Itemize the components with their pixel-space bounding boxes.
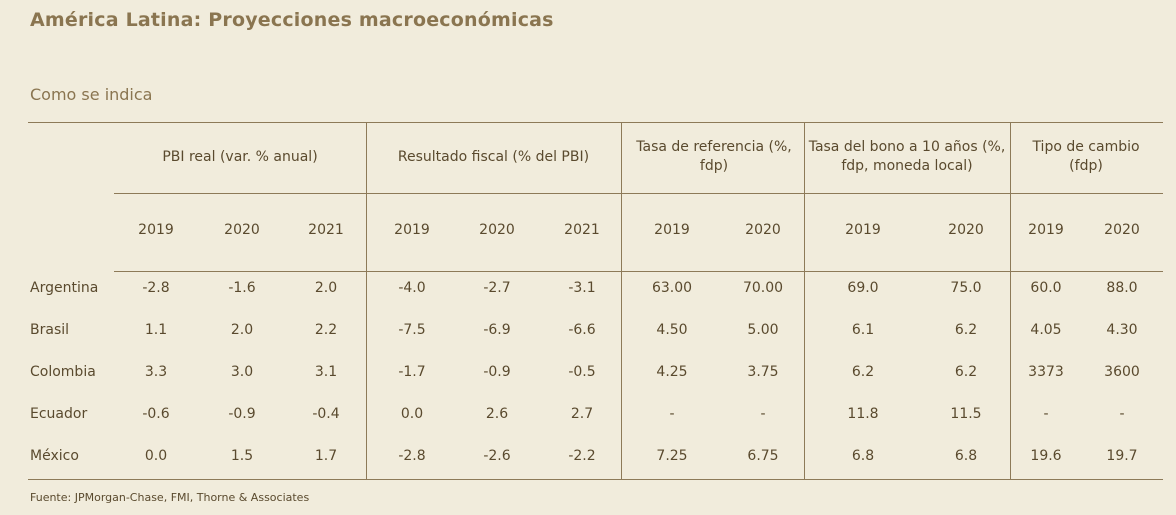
table-cell: 75.0 [950, 280, 982, 296]
table-cell: -2.8 [398, 448, 426, 464]
table-cell: 6.8 [851, 448, 875, 464]
table-cell: 4.25 [656, 364, 688, 380]
group-header-bono-10: Tasa del bono a 10 años (%, fdp, moneda … [808, 139, 1006, 174]
row-label-country: Ecuador [30, 406, 88, 422]
table-cell: 0.0 [144, 448, 168, 464]
table-cell: - [760, 406, 766, 422]
table-cell: -0.9 [228, 406, 256, 422]
column-divider [804, 122, 805, 480]
table-cell: -2.6 [483, 448, 511, 464]
table-cell: - [1043, 406, 1049, 422]
table-cell: -2.2 [568, 448, 596, 464]
column-divider [366, 122, 367, 480]
table-cell: 3.1 [314, 364, 338, 380]
row-label-country: México [30, 448, 79, 464]
column-divider [1010, 122, 1011, 480]
table-cell: 2.7 [570, 406, 594, 422]
table-cell: -4.0 [398, 280, 426, 296]
year-header: 2019 [1028, 222, 1064, 238]
table-cell: 63.00 [651, 280, 693, 296]
year-header: 2020 [224, 222, 260, 238]
table-cell: 7.25 [656, 448, 688, 464]
table-cell: 2.2 [314, 322, 338, 338]
table-bottom-rule [28, 479, 1163, 480]
table-cell: -0.9 [483, 364, 511, 380]
table-cell: -3.1 [568, 280, 596, 296]
table-cell: 3.75 [747, 364, 779, 380]
year-header: 2020 [479, 222, 515, 238]
table-cell: 60.0 [1030, 280, 1062, 296]
table-cell: 70.00 [742, 280, 784, 296]
table-cell: 11.5 [950, 406, 982, 422]
table-cell: 88.0 [1106, 280, 1138, 296]
table-cell: 3600 [1104, 364, 1140, 380]
table-cell: -0.6 [142, 406, 170, 422]
row-label-country: Colombia [30, 364, 96, 380]
table-cell: 6.1 [851, 322, 875, 338]
table-cell: 6.8 [954, 448, 978, 464]
table-cell: -6.6 [568, 322, 596, 338]
table-cell: 1.7 [314, 448, 338, 464]
group-header-tasa-referencia: Tasa de referencia (%, fdp) [636, 139, 792, 174]
table-cell: 2.0 [314, 280, 338, 296]
table-cell: -2.8 [142, 280, 170, 296]
group-header-rule [114, 193, 1163, 194]
table-cell: -1.7 [398, 364, 426, 380]
table-cell: -7.5 [398, 322, 426, 338]
year-header: 2020 [948, 222, 984, 238]
row-label-country: Brasil [30, 322, 70, 338]
year-header: 2019 [654, 222, 690, 238]
table-cell: 6.2 [851, 364, 875, 380]
year-header-rule [114, 271, 1163, 272]
page-subtitle: Como se indica [30, 85, 153, 104]
table-cell: -6.9 [483, 322, 511, 338]
group-header-pbi: PBI real (var. % anual) [162, 148, 318, 165]
table-cell: 0.0 [400, 406, 424, 422]
table-cell: - [1119, 406, 1125, 422]
source-note: Fuente: JPMorgan-Chase, FMI, Thorne & As… [30, 491, 310, 504]
table-cell: 6.2 [954, 322, 978, 338]
table-cell: 69.0 [847, 280, 879, 296]
table-cell: 6.75 [747, 448, 779, 464]
table-cell: 19.7 [1106, 448, 1138, 464]
year-header: 2020 [1104, 222, 1140, 238]
table-cell: -0.5 [568, 364, 596, 380]
table-cell: 1.1 [144, 322, 168, 338]
year-header: 2019 [845, 222, 881, 238]
table-cell: 3.0 [230, 364, 254, 380]
table-cell: 6.2 [954, 364, 978, 380]
table-cell: - [669, 406, 675, 422]
table-cell: 4.30 [1106, 322, 1138, 338]
table-cell: 11.8 [847, 406, 879, 422]
row-label-country: Argentina [30, 280, 99, 296]
year-header: 2020 [745, 222, 781, 238]
table-cell: 2.6 [485, 406, 509, 422]
year-header: 2021 [308, 222, 344, 238]
table-cell: -0.4 [312, 406, 340, 422]
table-cell: 5.00 [747, 322, 779, 338]
table-cell: 19.6 [1030, 448, 1062, 464]
table-cell: 3373 [1028, 364, 1064, 380]
year-header: 2019 [394, 222, 430, 238]
table-cell: -2.7 [483, 280, 511, 296]
year-header: 2021 [564, 222, 600, 238]
column-divider [621, 122, 622, 480]
group-header-fiscal: Resultado fiscal (% del PBI) [397, 148, 590, 165]
page-title: América Latina: Proyecciones macroeconóm… [30, 9, 554, 31]
table-cell: 1.5 [230, 448, 254, 464]
table-cell: 3.3 [144, 364, 168, 380]
table-cell: 4.05 [1030, 322, 1062, 338]
table-cell: -1.6 [228, 280, 256, 296]
table-cell: 2.0 [230, 322, 254, 338]
table-top-rule [28, 122, 1163, 123]
table-cell: 4.50 [656, 322, 688, 338]
group-header-tipo-cambio: Tipo de cambio (fdp) [1032, 139, 1140, 174]
year-header: 2019 [138, 222, 174, 238]
